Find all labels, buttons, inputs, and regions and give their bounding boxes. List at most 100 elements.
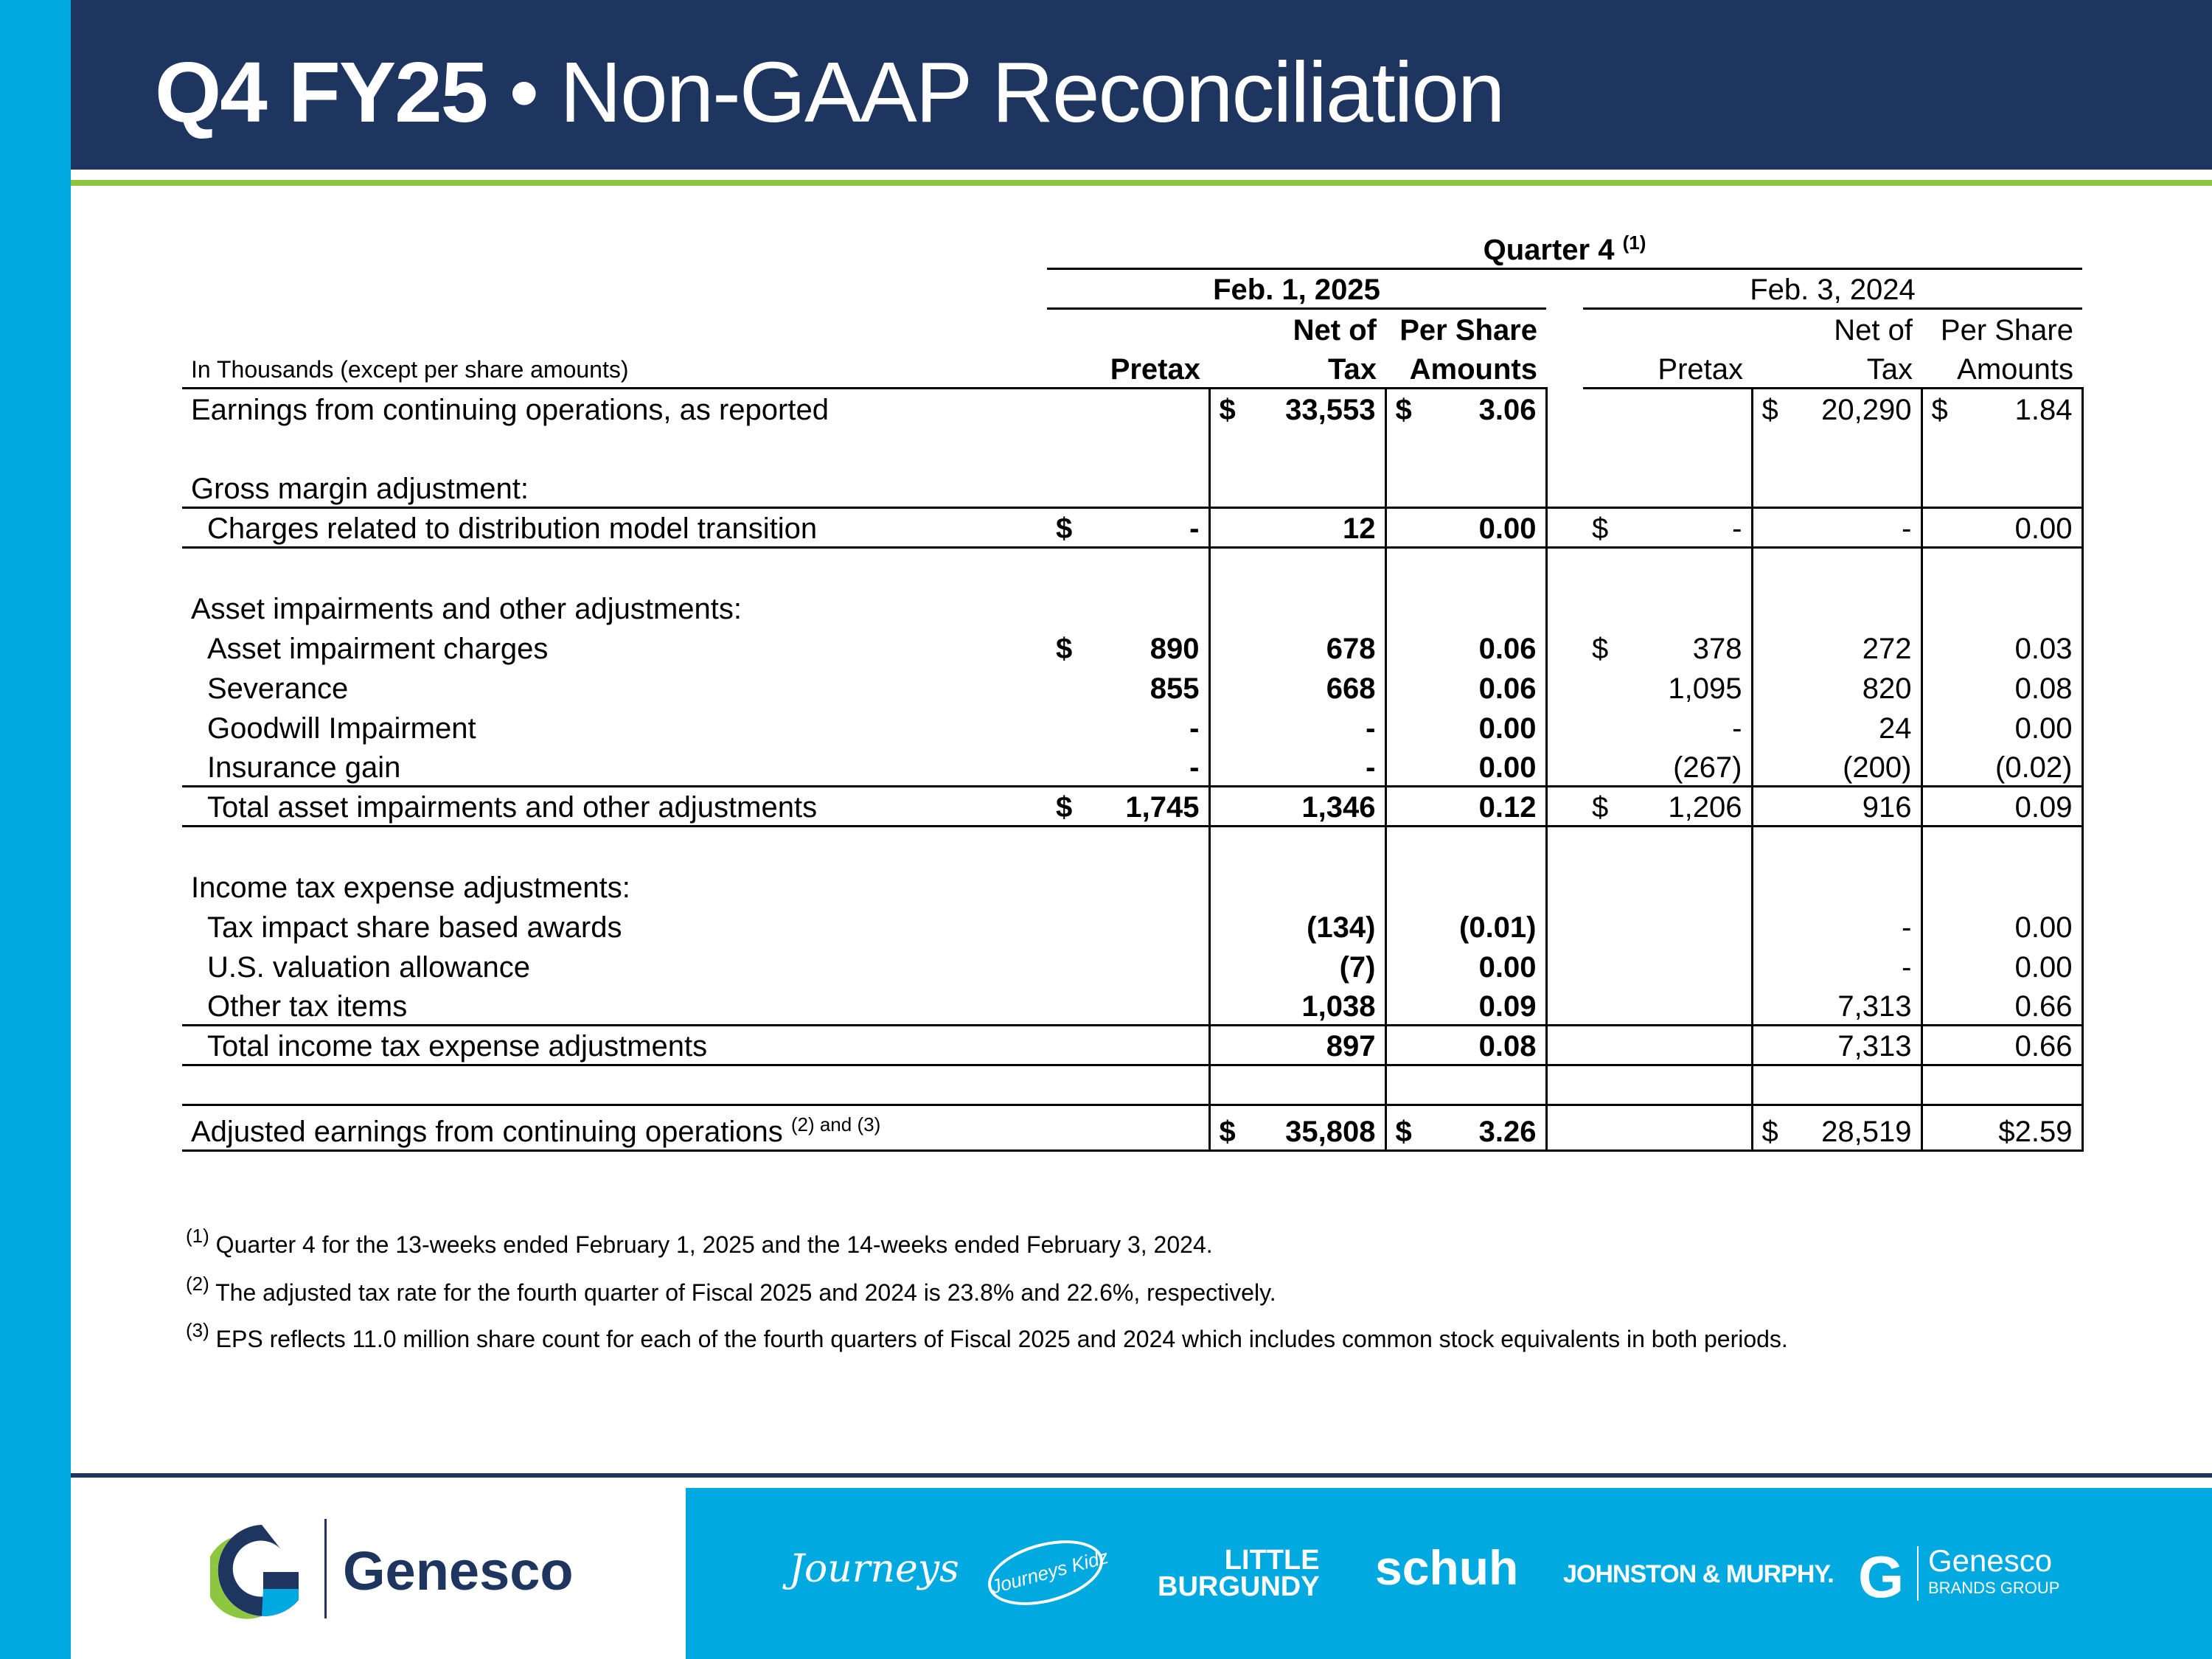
value-cell: $378: [1583, 627, 1752, 667]
value-cell: [1208, 1065, 1385, 1106]
row-label: [182, 428, 1047, 467]
value: 1,038: [1301, 990, 1376, 1023]
value-cell: $ -: [1047, 507, 1209, 549]
value-cell: [1047, 826, 1209, 866]
column-gap: [1545, 1105, 1583, 1152]
row-label: Total income tax expense adjustments: [182, 1025, 1047, 1066]
value: 7,313: [1837, 990, 1912, 1023]
title-subject: • Non-GAAP Reconciliation: [487, 44, 1505, 140]
value: (7): [1339, 951, 1376, 984]
value-cell: -: [1750, 905, 1921, 945]
row-label: Adjusted earnings from continuing operat…: [182, 1105, 1047, 1152]
value-cell: [1750, 587, 1921, 627]
value: 20,290: [1821, 394, 1912, 426]
row-label: [182, 547, 1047, 587]
value-cell: [1208, 587, 1385, 627]
value-cell: [1384, 547, 1546, 587]
value: -: [1902, 512, 1912, 545]
date-current: Feb. 1, 2025: [1047, 268, 1546, 310]
table-row: Earnings from continuing operations, as …: [182, 388, 2084, 428]
value-cell: [1750, 428, 1921, 467]
value-cell: [1047, 866, 1209, 905]
value-cell: [1583, 826, 1752, 866]
value: 668: [1326, 672, 1376, 705]
value-cell: [1750, 467, 1921, 509]
value-cell: [1047, 388, 1209, 428]
table-row: Adjusted earnings from continuing operat…: [182, 1105, 2084, 1152]
column-gap: [1546, 308, 1583, 348]
value: -: [1189, 751, 1200, 784]
value: 0.00: [1478, 751, 1537, 784]
table-row: [182, 547, 2084, 587]
value-cell: $ -: [1583, 507, 1752, 549]
value-cell: [1208, 467, 1385, 509]
value-cell: 1,346: [1208, 786, 1385, 827]
value-cell: 0.06: [1384, 667, 1546, 706]
value-cell: [1920, 547, 2084, 587]
value-cell: -: [1750, 507, 1921, 549]
column-gap: [1545, 587, 1583, 627]
column-header: Tax: [1209, 348, 1385, 389]
currency-symbol: $: [1592, 790, 1609, 824]
table-row: [182, 1065, 2084, 1106]
row-label: Asset impairments and other adjustments:: [191, 593, 742, 625]
column-gap: [1545, 667, 1583, 706]
value-cell: [1583, 587, 1752, 627]
value-cell: $20,290: [1750, 388, 1921, 428]
column-gap: [1545, 706, 1583, 746]
row-label: Severance: [207, 672, 349, 705]
value-cell: [1384, 866, 1546, 905]
table-row: Insurance gain - - 0.00 (267) (200) (0.02): [182, 746, 2084, 787]
value-cell: [1384, 467, 1546, 509]
g-icon: G: [1858, 1544, 1905, 1610]
value-cell: 0.06: [1384, 627, 1546, 667]
column-header: Per Share: [1399, 314, 1537, 347]
column-gap: [1545, 945, 1583, 985]
value: 0.00: [1478, 712, 1537, 745]
value: 0.00: [2014, 512, 2073, 545]
currency-symbol: $: [1056, 512, 1073, 545]
table-row: Asset impairments and other adjustments:: [182, 587, 2084, 627]
value: 35,808: [1285, 1115, 1376, 1148]
value-cell: [1920, 826, 2084, 866]
column-gap: [1546, 348, 1583, 388]
column-header: Per Share: [1940, 314, 2073, 347]
value-cell: [1583, 945, 1752, 985]
value: 7,313: [1837, 1029, 1912, 1062]
value-cell: 668: [1208, 667, 1385, 706]
value-cell: [1583, 905, 1752, 945]
divider-line: [71, 180, 2212, 186]
value: 24: [1879, 712, 1912, 745]
row-label: [182, 1065, 1047, 1106]
value: (200): [1843, 751, 1912, 784]
row-label: Total asset impairments and other adjust…: [182, 786, 1047, 827]
value-cell: 0.66: [1920, 985, 2084, 1026]
value-cell: 0.08: [1920, 667, 2084, 706]
value: 3.26: [1478, 1115, 1537, 1148]
value-cell: [1920, 428, 2084, 467]
value-cell: 0.09: [1920, 786, 2084, 827]
value-cell: -: [1208, 706, 1385, 746]
genesco-wordmark: Genesco: [343, 1540, 574, 1601]
value: $2.59: [1998, 1115, 2073, 1148]
value: (0.02): [1995, 751, 2073, 784]
value-cell: [1583, 428, 1752, 467]
column-header: Net of: [1834, 314, 1913, 347]
value-cell: $3.26: [1384, 1105, 1546, 1152]
row-label: Earnings from continuing operations, as …: [191, 394, 829, 426]
value-cell: $28,519: [1750, 1105, 1921, 1152]
value-cell: -: [1047, 746, 1209, 787]
value-cell: [1047, 428, 1209, 467]
left-accent-strip: [0, 0, 71, 1659]
value-cell: $890: [1047, 627, 1209, 667]
value: 890: [1150, 633, 1200, 665]
value: 1.84: [2014, 394, 2073, 426]
value-cell: 0.09: [1384, 985, 1546, 1026]
column-header: Amounts: [1921, 348, 2082, 389]
value: 12: [1343, 512, 1376, 545]
footer-divider: [71, 1473, 2212, 1478]
column-gap: [1545, 905, 1583, 945]
value-cell: 0.00: [1920, 706, 2084, 746]
value: 1,346: [1301, 790, 1376, 824]
value-cell: [1920, 866, 2084, 905]
